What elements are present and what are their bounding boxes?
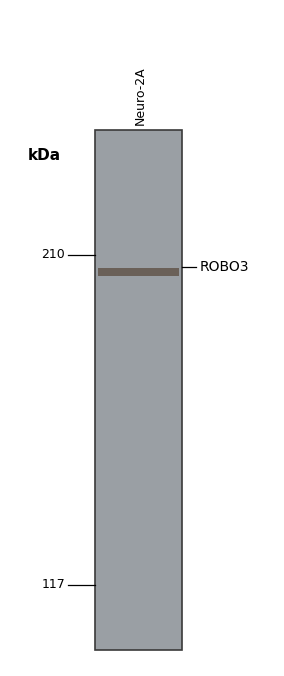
- Bar: [95, 130, 182, 650]
- Text: kDa: kDa: [28, 148, 61, 163]
- Text: 210: 210: [41, 249, 65, 262]
- Text: Neuro-2A: Neuro-2A: [133, 66, 147, 125]
- Text: 117: 117: [41, 579, 65, 592]
- Bar: [98, 268, 179, 276]
- Text: ROBO3: ROBO3: [200, 260, 250, 274]
